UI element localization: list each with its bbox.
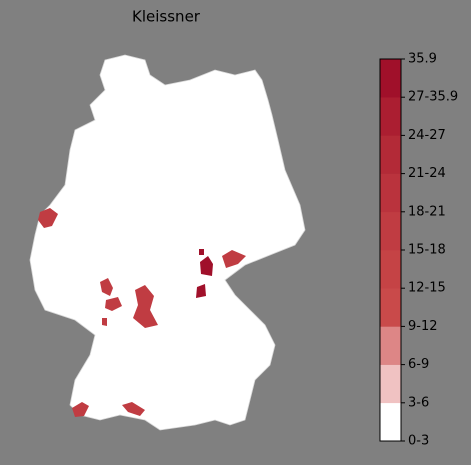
colorbar-label: 24-27 bbox=[408, 128, 446, 143]
colorbar-label: 27-35.9 bbox=[408, 90, 458, 105]
colorbar-segment bbox=[380, 326, 401, 365]
district bbox=[133, 285, 158, 328]
district bbox=[102, 318, 107, 326]
district bbox=[38, 208, 58, 228]
district bbox=[105, 297, 122, 311]
colorbar-label: 6-9 bbox=[408, 357, 429, 372]
colorbar-segment bbox=[380, 364, 401, 404]
colorbar-label: 12-15 bbox=[408, 281, 446, 296]
colorbar-segment bbox=[380, 97, 401, 136]
district bbox=[100, 278, 113, 296]
germany-map bbox=[29, 54, 306, 431]
colorbar-segment bbox=[380, 135, 401, 174]
colorbar-label: 0-3 bbox=[408, 434, 429, 449]
district bbox=[122, 402, 145, 416]
colorbar-segment bbox=[380, 402, 401, 442]
colorbar-label: 35.9 bbox=[408, 52, 437, 67]
district bbox=[199, 249, 204, 255]
district bbox=[222, 250, 246, 268]
colorbar-segment bbox=[380, 59, 401, 98]
colorbar-segment bbox=[380, 173, 401, 213]
colorbar-label: 3-6 bbox=[408, 395, 429, 410]
colorbar: 0-3 3-6 6-9 9-12 12-15 15-18 18-21 21-24 24-27 27… bbox=[379, 52, 458, 449]
colorbar-label: 18-21 bbox=[408, 204, 446, 219]
district bbox=[72, 402, 89, 417]
colorbar-label: 9-12 bbox=[408, 319, 438, 334]
colorbar-segment bbox=[380, 211, 401, 251]
country-outline bbox=[29, 54, 306, 431]
colorbar-label: 15-18 bbox=[408, 243, 446, 258]
district bbox=[200, 256, 213, 276]
map-title: Kleissner bbox=[132, 8, 201, 26]
colorbar-label: 21-24 bbox=[408, 166, 446, 181]
district bbox=[196, 284, 206, 298]
highlighted-districts bbox=[38, 208, 246, 417]
colorbar-segment bbox=[380, 250, 401, 289]
colorbar-segment bbox=[380, 288, 401, 327]
